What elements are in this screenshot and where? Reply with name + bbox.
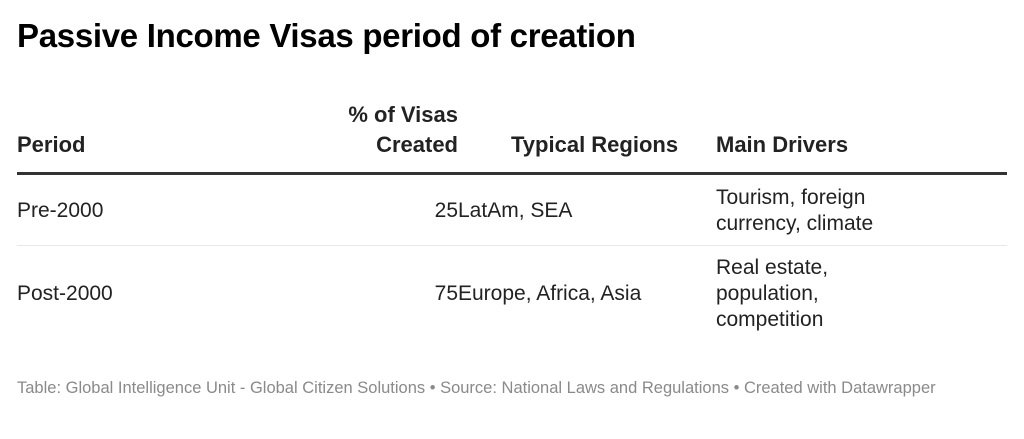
data-table-container: Period % of Visas Created Typical Region…	[17, 100, 1007, 342]
column-header-drivers-label: Main Drivers	[716, 132, 849, 157]
cell-period: Post-2000	[17, 246, 267, 343]
cell-pct-text: 25	[434, 199, 458, 222]
data-table: Period % of Visas Created Typical Region…	[17, 100, 1007, 342]
table-body: Pre-2000 25 LatAm, SEA Tourism, foreign …	[17, 173, 1007, 343]
cell-pct: 25	[267, 173, 458, 246]
cell-pct: 75	[267, 246, 458, 343]
cell-period: Pre-2000	[17, 173, 267, 246]
chart-title: Passive Income Visas period of creation	[17, 17, 636, 54]
cell-period-text: Post-2000	[17, 282, 113, 305]
cell-drivers: Real estate, population, competition	[716, 246, 1007, 343]
cell-regions: LatAm, SEA	[458, 173, 716, 246]
cell-drivers-text: Tourism, foreign currency, climate	[716, 186, 874, 235]
column-header-pct-visas: % of Visas Created	[267, 100, 458, 175]
cell-regions-text: Europe, Africa, Asia	[458, 282, 642, 305]
column-header-drivers: Main Drivers	[716, 100, 1007, 175]
cell-drivers: Tourism, foreign currency, climate	[716, 173, 1007, 246]
cell-pct-text: 75	[434, 282, 458, 305]
cell-period-text: Pre-2000	[17, 199, 104, 222]
cell-regions-text: LatAm, SEA	[458, 199, 573, 222]
cell-drivers-text: Real estate, population, competition	[716, 256, 829, 331]
column-header-regions: Typical Regions	[458, 100, 716, 175]
column-header-regions-label: Typical Regions	[511, 132, 679, 157]
table-header: Period % of Visas Created Typical Region…	[17, 100, 1007, 175]
table-row: Pre-2000 25 LatAm, SEA Tourism, foreign …	[17, 173, 1007, 246]
column-header-pct-line2: Created	[376, 132, 458, 157]
source-footer: Table: Global Intelligence Unit - Global…	[17, 379, 936, 397]
header-row: Period % of Visas Created Typical Region…	[17, 100, 1007, 175]
column-header-pct-line1: % of Visas	[348, 102, 458, 127]
cell-regions: Europe, Africa, Asia	[458, 246, 716, 343]
column-header-period: Period	[17, 100, 267, 175]
table-row: Post-2000 75 Europe, Africa, Asia Real e…	[17, 246, 1007, 343]
column-header-period-label: Period	[17, 132, 86, 157]
